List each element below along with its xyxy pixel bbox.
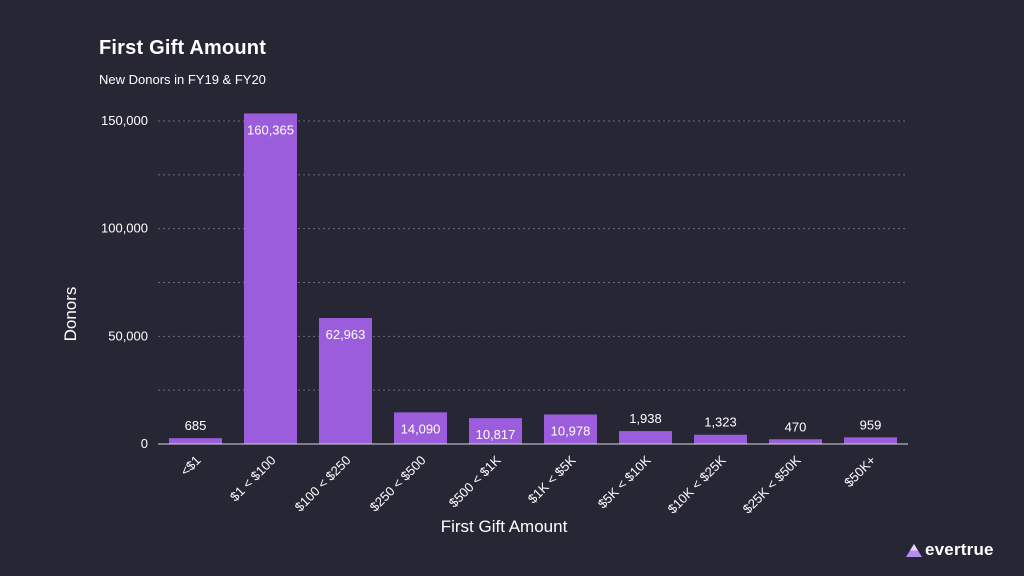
x-tick-label: $25K < $50K [740, 452, 804, 516]
chart-title: First Gift Amount [99, 37, 267, 59]
x-tick-label: $5K < $10K [595, 452, 654, 511]
bar [394, 412, 447, 444]
bar-data-label: 959 [860, 417, 882, 432]
evertrue-logo: evertrue [906, 540, 994, 560]
brand-name: evertrue [925, 540, 994, 559]
bar [469, 418, 522, 444]
y-axis-title: Donors [61, 287, 80, 342]
logo-triangle-icon [906, 543, 922, 557]
bar-data-label: 1,323 [704, 415, 737, 430]
x-tick-label: $100 < $250 [292, 453, 354, 515]
bar-data-label: 10,817 [476, 427, 516, 442]
x-axis-title: First Gift Amount [441, 517, 568, 536]
x-tick-label: $1 < $100 [227, 453, 279, 505]
bar [619, 431, 672, 444]
bar-data-label: 685 [185, 418, 207, 433]
bar-data-label: 1,938 [629, 411, 662, 426]
bar-data-label: 470 [785, 419, 807, 434]
bar [694, 434, 747, 444]
x-tick-label: $500 < $1K [446, 452, 504, 510]
bar [844, 437, 897, 444]
bar [169, 438, 222, 444]
y-tick-label: 100,000 [101, 221, 148, 236]
y-tick-label: 150,000 [101, 113, 148, 128]
y-tick-label: 50,000 [108, 328, 148, 343]
bar-data-label: 62,963 [326, 327, 366, 342]
x-tick-label: <$1 [177, 453, 203, 479]
x-tick-label: $10K < $25K [665, 452, 729, 516]
bar [769, 439, 822, 444]
bar-data-label: 10,978 [551, 423, 591, 438]
chart-subtitle: New Donors in FY19 & FY20 [99, 72, 266, 87]
x-tick-label: $250 < $500 [367, 453, 429, 515]
bar [319, 318, 372, 444]
y-tick-label: 0 [141, 436, 148, 451]
x-tick-label: $1K < $5K [525, 452, 579, 506]
bar-data-label: 14,090 [401, 421, 441, 436]
bar [544, 414, 597, 444]
x-tick-label: $50K+ [841, 453, 878, 490]
bar [244, 113, 297, 445]
bar-data-label: 160,365 [247, 122, 294, 137]
